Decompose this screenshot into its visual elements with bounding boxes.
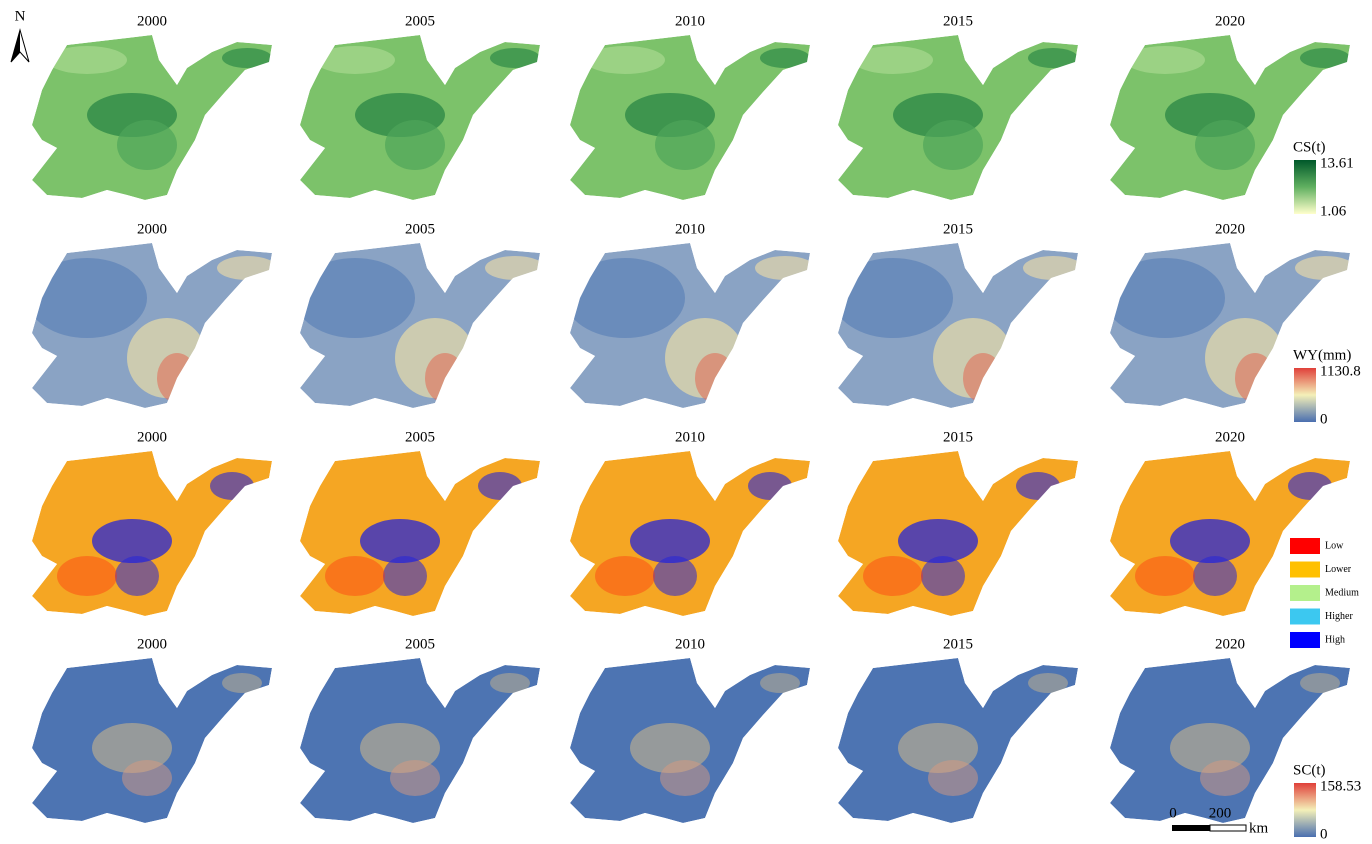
year-label: 2015 (943, 636, 973, 652)
map (1105, 243, 1355, 408)
scale-unit: km (1249, 820, 1269, 836)
map (300, 658, 540, 823)
map (838, 35, 1078, 200)
year-label: 2005 (405, 13, 435, 29)
class-label: Medium (1325, 587, 1359, 598)
map (833, 243, 1083, 408)
map (570, 35, 810, 200)
map (570, 658, 810, 823)
year-label: 2005 (405, 429, 435, 445)
legend-min: 0 (1320, 826, 1328, 842)
legend-min: 1.06 (1320, 203, 1347, 219)
legend-max: 158.53 (1320, 778, 1361, 794)
map (838, 658, 1078, 823)
map (300, 35, 540, 200)
map (570, 451, 810, 616)
north-label: N (15, 8, 26, 24)
color-bar (1294, 160, 1316, 214)
legend-max: 1130.8 (1320, 363, 1361, 379)
map (565, 243, 815, 408)
legend-title: SC(t) (1293, 762, 1326, 778)
year-label: 2020 (1215, 429, 1245, 445)
year-label: 2010 (675, 13, 705, 29)
map (838, 451, 1078, 616)
legend-max: 13.61 (1320, 155, 1354, 171)
year-label: 2015 (943, 221, 973, 237)
year-label: 2020 (1215, 636, 1245, 652)
map (300, 451, 540, 616)
scale-tick: 200 (1209, 805, 1232, 821)
class-swatch (1290, 585, 1320, 601)
map (295, 243, 545, 408)
year-label: 2015 (943, 13, 973, 29)
class-swatch (1290, 632, 1320, 648)
class-label: Higher (1325, 611, 1353, 622)
color-bar (1294, 368, 1316, 422)
year-label: 2015 (943, 429, 973, 445)
class-label: Lower (1325, 564, 1352, 575)
legend-title: CS(t) (1293, 139, 1326, 155)
class-swatch (1290, 538, 1320, 554)
north-arrow: N (10, 8, 30, 63)
class-swatch (1290, 608, 1320, 625)
legend-title: WY(mm) (1293, 347, 1351, 363)
map (32, 451, 272, 616)
map (32, 658, 272, 823)
year-label: 2005 (405, 636, 435, 652)
year-label: 2020 (1215, 13, 1245, 29)
year-label: 2005 (405, 221, 435, 237)
map (27, 243, 277, 408)
color-bar (1294, 783, 1316, 837)
scale-bar (1172, 824, 1247, 832)
year-label: 2010 (675, 429, 705, 445)
scale-tick: 0 (1169, 805, 1177, 821)
year-label: 2000 (137, 221, 167, 237)
year-label: 2000 (137, 13, 167, 29)
year-label: 2010 (675, 636, 705, 652)
class-swatch (1290, 561, 1320, 578)
class-label: Low (1325, 540, 1344, 551)
year-label: 2000 (137, 429, 167, 445)
class-label: High (1325, 634, 1345, 645)
map (32, 35, 272, 200)
year-label: 2000 (137, 636, 167, 652)
year-label: 2020 (1215, 221, 1245, 237)
legend-min: 0 (1320, 411, 1328, 427)
year-label: 2010 (675, 221, 705, 237)
